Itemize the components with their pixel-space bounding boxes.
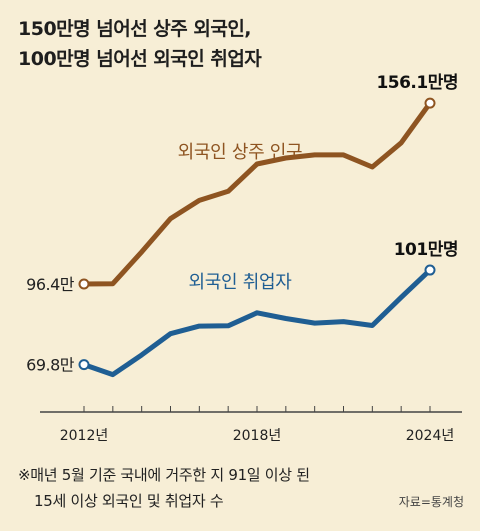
chart-title: 150만명 넘어선 상주 외국인, 100만명 넘어선 외국인 취업자 [18,14,262,74]
x-tick-label: 2012년 [60,428,109,444]
series-1-end-label: 101만명 [394,240,458,260]
footnote-line-1: ※매년 5월 기준 국내에 거주한 지 91일 이상 된 [18,466,310,484]
source-credit: 자료=통계청 [398,495,464,509]
x-tick-label: 2024년 [406,428,455,444]
series-0-name-label: 외국인 상주 인구 [178,142,303,163]
series-1-start-label: 69.8만 [26,356,75,375]
series-0-end-label: 156.1만명 [376,73,458,93]
series-0-endpoint-marker [78,278,90,290]
series-1-name-label: 외국인 취업자 [189,272,293,293]
series-line-1 [81,267,433,378]
series-0-endpoint-marker [424,97,436,109]
x-tick-label: 2018년 [233,428,282,444]
footnote: ※매년 5월 기준 국내에 거주한 지 91일 이상 된 15세 이상 외국인 … [18,462,310,514]
series-1-endpoint-marker [78,359,90,371]
chart-title-line-1: 150만명 넘어선 상주 외국인, [18,18,252,40]
series-0-start-label: 96.4만 [26,275,75,294]
footnote-line-2: 15세 이상 외국인 및 취업자 수 [34,492,224,510]
chart-title-line-2: 100만명 넘어선 외국인 취업자 [18,48,262,70]
series-line-0 [81,100,433,287]
series-1-endpoint-marker [424,264,436,276]
